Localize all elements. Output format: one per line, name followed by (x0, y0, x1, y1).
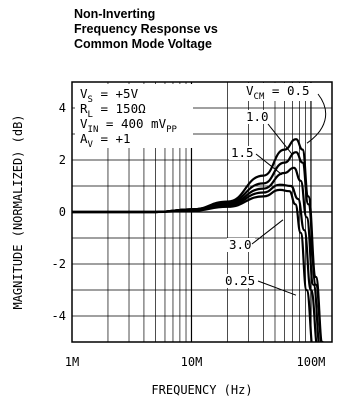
y-tick-label: 2 (59, 153, 66, 167)
series-label-0-25: 0.25 (225, 273, 255, 288)
series-label-1-0: 1.0 (246, 109, 269, 124)
series-line-0-25 (72, 188, 313, 342)
condition-text: VIN = 400 mVPP (80, 116, 178, 135)
legend-header-box (243, 83, 329, 101)
leader-line (251, 219, 284, 245)
conditions-box (75, 84, 193, 148)
plot-frame (71, 81, 333, 343)
leader-line (267, 123, 293, 155)
x-axis-label: FREQUENCY (Hz) (151, 383, 252, 397)
condition-text: RL = 150Ω (80, 101, 146, 120)
tick-labels: 1M 10M 100M 4 2 0 -2 -4 (52, 101, 326, 369)
y-tick-label: 4 (59, 101, 66, 115)
curves (72, 138, 324, 342)
x-tick-label: 100M (297, 355, 326, 369)
leader-line-0-5 (306, 93, 327, 144)
leader-line (257, 280, 297, 296)
chart-title-line-3: Common Mode Voltage (74, 37, 212, 51)
condition-text: AV = +1 (80, 131, 131, 150)
chart-title-line-2: Frequency Response vs (74, 22, 218, 36)
series-line-3-0 (72, 183, 318, 342)
series-label-3-0: 3.0 (229, 237, 252, 252)
x-tick-label: 1M (65, 355, 79, 369)
series-label-1-5: 1.5 (231, 145, 254, 160)
series-label-bg (244, 110, 272, 124)
leader-line (255, 153, 283, 176)
y-tick-label: 0 (59, 205, 66, 219)
y-axis-label: MAGNITUDE (NORMALIZED) (dB) (11, 114, 25, 309)
chart-title: Non-Inverting Frequency Response vs Comm… (74, 7, 218, 52)
x-tick-label: 10M (181, 355, 203, 369)
series-label-bg (223, 274, 259, 288)
series-label-bg (227, 238, 255, 252)
series-label-bg (229, 146, 257, 160)
chart-title-line-1: Non-Inverting (74, 7, 156, 21)
y-tick-label: -4 (52, 309, 66, 323)
legend-header: VCM = 0.5 (246, 83, 310, 102)
condition-text: VS = +5V (80, 86, 139, 105)
y-tick-label: -2 (52, 257, 66, 271)
